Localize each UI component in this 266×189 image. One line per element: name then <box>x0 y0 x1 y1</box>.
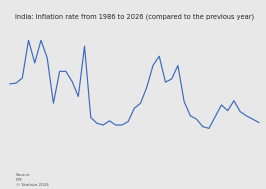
Title: India: Inflation rate from 1986 to 2026 (compared to the previous year): India: Inflation rate from 1986 to 2026 … <box>15 13 254 20</box>
Text: Source:
IMF
© Statista 2024: Source: IMF © Statista 2024 <box>16 173 49 187</box>
